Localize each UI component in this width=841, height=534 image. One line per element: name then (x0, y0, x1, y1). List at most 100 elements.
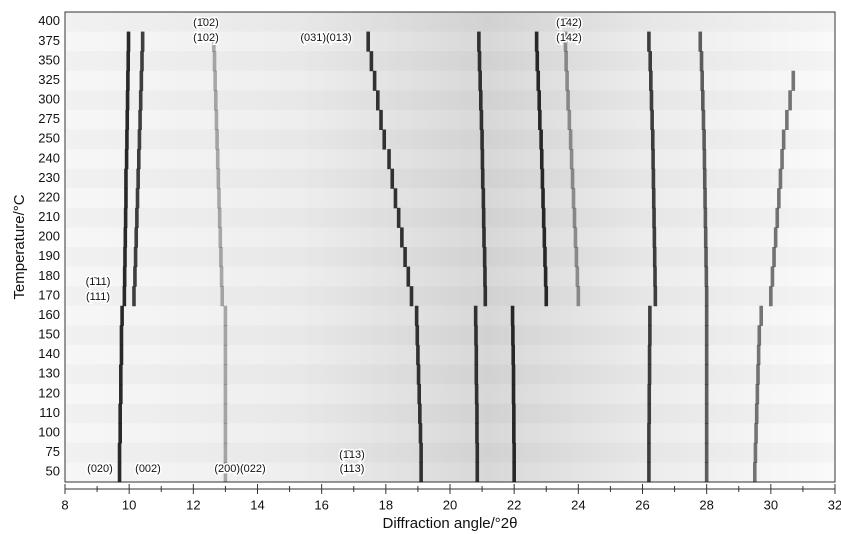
peak-segment (477, 51, 482, 72)
x-axis-title: Diffraction angle/°2θ (383, 515, 518, 532)
peak-segment (572, 207, 577, 228)
row-stripe (66, 208, 834, 228)
peak-segment (223, 325, 228, 346)
peak-segment (475, 462, 480, 483)
peak-segment (544, 286, 549, 307)
peak-segment (510, 305, 515, 326)
peak-segment (122, 266, 127, 287)
peak-segment (704, 305, 709, 326)
peak-segment (647, 384, 652, 405)
peak-segment (478, 70, 482, 91)
peak-segment (418, 403, 422, 424)
y-tick-label: 150 (38, 327, 60, 342)
peak-segment (126, 51, 131, 72)
peak-segment (124, 168, 128, 189)
peak-segment (123, 247, 127, 268)
peak-segment (483, 266, 487, 287)
peak-segment (140, 31, 145, 52)
peak-segment (574, 247, 579, 268)
peak-segment (212, 31, 216, 52)
peak-segment (474, 364, 479, 385)
row-stripe (66, 130, 834, 150)
y-tick-label: 200 (38, 229, 60, 244)
peak-segment (756, 344, 761, 365)
y-tick-label: 240 (38, 150, 60, 165)
peak-segment (512, 442, 516, 463)
y-tick-label: 140 (38, 346, 60, 361)
peak-segment (772, 247, 776, 268)
peak-segment (568, 129, 573, 150)
peak-segment (647, 423, 651, 444)
peak-segment (136, 149, 141, 170)
peak-segment (538, 109, 542, 130)
row-stripe (66, 365, 834, 385)
peak-annotation: (1̄13) (339, 449, 365, 461)
x-tick-label: 18 (379, 497, 393, 512)
peak-segment (382, 129, 387, 150)
peak-segment (419, 442, 423, 463)
peak-segment (699, 51, 704, 72)
peak-segment (754, 423, 758, 444)
x-tick-label: 22 (507, 497, 521, 512)
peak-segment (126, 31, 131, 52)
peak-segment (396, 207, 401, 228)
peak-segment (223, 305, 228, 326)
peak-segment (791, 70, 796, 91)
peak-segment (477, 31, 481, 52)
peak-segment (136, 168, 140, 189)
peak-segment (698, 31, 703, 52)
peak-segment (569, 149, 574, 170)
y-tick-label: 350 (38, 52, 60, 67)
peak-segment (511, 344, 516, 365)
peak-segment (120, 305, 124, 326)
peak-segment (702, 149, 707, 170)
peak-segment (648, 325, 652, 346)
peak-segment (376, 90, 380, 111)
peak-segment (757, 325, 762, 346)
peak-segment (135, 207, 139, 228)
peak-segment (124, 149, 129, 170)
peak-segment (479, 109, 484, 130)
y-tick-label: 325 (38, 72, 60, 87)
peak-segment (132, 286, 136, 307)
x-tick-label: 30 (764, 497, 778, 512)
peak-segment (576, 286, 581, 307)
peak-segment (217, 207, 222, 228)
peak-annotation: (020) (87, 463, 113, 475)
peak-segment (125, 90, 130, 111)
y-tick-label: 110 (39, 405, 60, 420)
peak-segment (475, 423, 479, 444)
row-stripe (66, 404, 834, 424)
peak-segment (570, 168, 575, 189)
peak-segment (223, 442, 228, 463)
peak-segment (403, 247, 407, 268)
x-tick-label: 14 (250, 497, 264, 512)
peak-segment (512, 462, 516, 483)
peak-segment (647, 442, 651, 463)
peak-segment (366, 31, 370, 52)
peak-segment (653, 286, 658, 307)
peak-segment (138, 90, 143, 111)
peak-segment (220, 286, 225, 307)
peak-segment (704, 364, 709, 385)
peak-segment (701, 90, 705, 111)
peak-segment (123, 207, 128, 228)
peak-segment (769, 286, 773, 307)
peak-segment (511, 364, 516, 385)
peak-segment (118, 423, 122, 444)
peak-segment (647, 462, 651, 483)
peak-segment (137, 129, 142, 150)
y-tick-label: 400 (38, 13, 60, 28)
peak-segment (564, 51, 568, 72)
peak-segment (482, 247, 487, 268)
peak-segment (653, 266, 657, 287)
y-tick-label: 300 (38, 92, 60, 107)
x-tick-label: 24 (571, 497, 585, 512)
peak-segment (482, 227, 486, 248)
peak-segment (473, 305, 478, 326)
peak-segment (215, 149, 220, 170)
peak-segment (419, 462, 423, 483)
peak-annotation: (200)(022) (214, 463, 265, 475)
peak-segment (703, 227, 708, 248)
y-tick-label: 250 (38, 131, 60, 146)
